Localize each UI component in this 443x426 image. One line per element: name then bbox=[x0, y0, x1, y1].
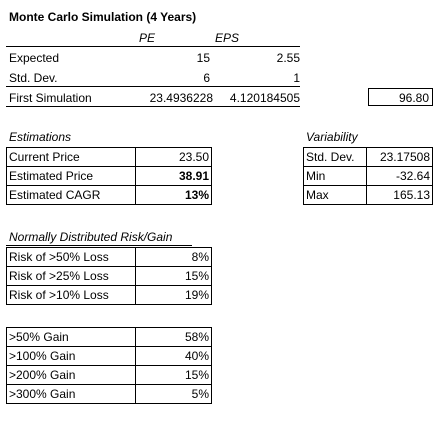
table-row: >50% Gain 58% bbox=[6, 327, 212, 347]
eps-column-header: EPS bbox=[215, 31, 240, 45]
gain-50-label[interactable]: >50% Gain bbox=[6, 327, 136, 347]
table-row: >100% Gain 40% bbox=[6, 346, 212, 366]
risk-gain-heading: Normally Distributed Risk/Gain bbox=[9, 230, 173, 244]
gain-200-value[interactable]: 15% bbox=[135, 365, 212, 385]
loss-25-label[interactable]: Risk of >25% Loss bbox=[6, 266, 136, 286]
table-row: Max 165.13 bbox=[303, 185, 433, 205]
first-simulation-eps-cell[interactable]: 4.120184505 bbox=[229, 91, 300, 105]
expected-eps-cell[interactable]: 2.55 bbox=[276, 51, 300, 65]
estimated-price-value[interactable]: 38.91 bbox=[135, 166, 212, 186]
current-price-value[interactable]: 23.50 bbox=[135, 147, 212, 167]
simulation-result-cell[interactable]: 96.80 bbox=[368, 88, 433, 106]
gain-table: >50% Gain 58% >100% Gain 40% >200% Gain … bbox=[6, 327, 212, 404]
sheet-title: Monte Carlo Simulation (4 Years) bbox=[9, 10, 197, 24]
variability-std-dev-label[interactable]: Std. Dev. bbox=[303, 147, 367, 167]
estimated-price-label[interactable]: Estimated Price bbox=[6, 166, 136, 186]
simulation-divider bbox=[6, 106, 300, 107]
gain-50-value[interactable]: 58% bbox=[135, 327, 212, 347]
table-row: >200% Gain 15% bbox=[6, 365, 212, 385]
gain-300-value[interactable]: 5% bbox=[135, 384, 212, 404]
table-row: Estimated Price 38.91 bbox=[6, 166, 212, 186]
variability-min-label[interactable]: Min bbox=[303, 166, 367, 186]
table-row: Std. Dev. 23.17508 bbox=[303, 147, 433, 167]
estimated-cagr-label[interactable]: Estimated CAGR bbox=[6, 185, 136, 205]
pe-column-header: PE bbox=[139, 31, 156, 45]
loss-50-value[interactable]: 8% bbox=[135, 247, 212, 267]
gain-100-value[interactable]: 40% bbox=[135, 346, 212, 366]
table-row: Risk of >50% Loss 8% bbox=[6, 247, 212, 267]
risk-gain-underline bbox=[6, 245, 192, 246]
table-row: Estimated CAGR 13% bbox=[6, 185, 212, 205]
variability-max-value[interactable]: 165.13 bbox=[366, 185, 433, 205]
loss-25-value[interactable]: 15% bbox=[135, 266, 212, 286]
std-dev-label[interactable]: Std. Dev. bbox=[9, 71, 58, 85]
variability-max-label[interactable]: Max bbox=[303, 185, 367, 205]
gain-100-label[interactable]: >100% Gain bbox=[6, 346, 136, 366]
variability-heading: Variability bbox=[306, 130, 358, 144]
loss-risk-table: Risk of >50% Loss 8% Risk of >25% Loss 1… bbox=[6, 247, 212, 305]
table-row: >300% Gain 5% bbox=[6, 384, 212, 404]
gain-200-label[interactable]: >200% Gain bbox=[6, 365, 136, 385]
variability-min-value[interactable]: -32.64 bbox=[366, 166, 433, 186]
variability-std-dev-value[interactable]: 23.17508 bbox=[366, 147, 433, 167]
std-dev-pe-cell[interactable]: 6 bbox=[203, 71, 210, 85]
estimations-table: Current Price 23.50 Estimated Price 38.9… bbox=[6, 147, 212, 205]
estimations-heading: Estimations bbox=[9, 130, 72, 144]
table-row: Min -32.64 bbox=[303, 166, 433, 186]
inputs-divider bbox=[6, 86, 300, 87]
gain-300-label[interactable]: >300% Gain bbox=[6, 384, 136, 404]
estimated-cagr-value[interactable]: 13% bbox=[135, 185, 212, 205]
first-simulation-label[interactable]: First Simulation bbox=[9, 91, 92, 105]
table-row: Risk of >10% Loss 19% bbox=[6, 285, 212, 305]
expected-label[interactable]: Expected bbox=[9, 51, 60, 65]
std-dev-eps-cell[interactable]: 1 bbox=[293, 71, 300, 85]
loss-50-label[interactable]: Risk of >50% Loss bbox=[6, 247, 136, 267]
header-divider bbox=[6, 46, 300, 47]
current-price-label[interactable]: Current Price bbox=[6, 147, 136, 167]
loss-10-label[interactable]: Risk of >10% Loss bbox=[6, 285, 136, 305]
variability-table: Std. Dev. 23.17508 Min -32.64 Max 165.13 bbox=[303, 147, 433, 205]
loss-10-value[interactable]: 19% bbox=[135, 285, 212, 305]
table-row: Risk of >25% Loss 15% bbox=[6, 266, 212, 286]
first-simulation-pe-cell[interactable]: 23.4936228 bbox=[149, 91, 213, 105]
expected-pe-cell[interactable]: 15 bbox=[196, 51, 210, 65]
table-row: Current Price 23.50 bbox=[6, 147, 212, 167]
